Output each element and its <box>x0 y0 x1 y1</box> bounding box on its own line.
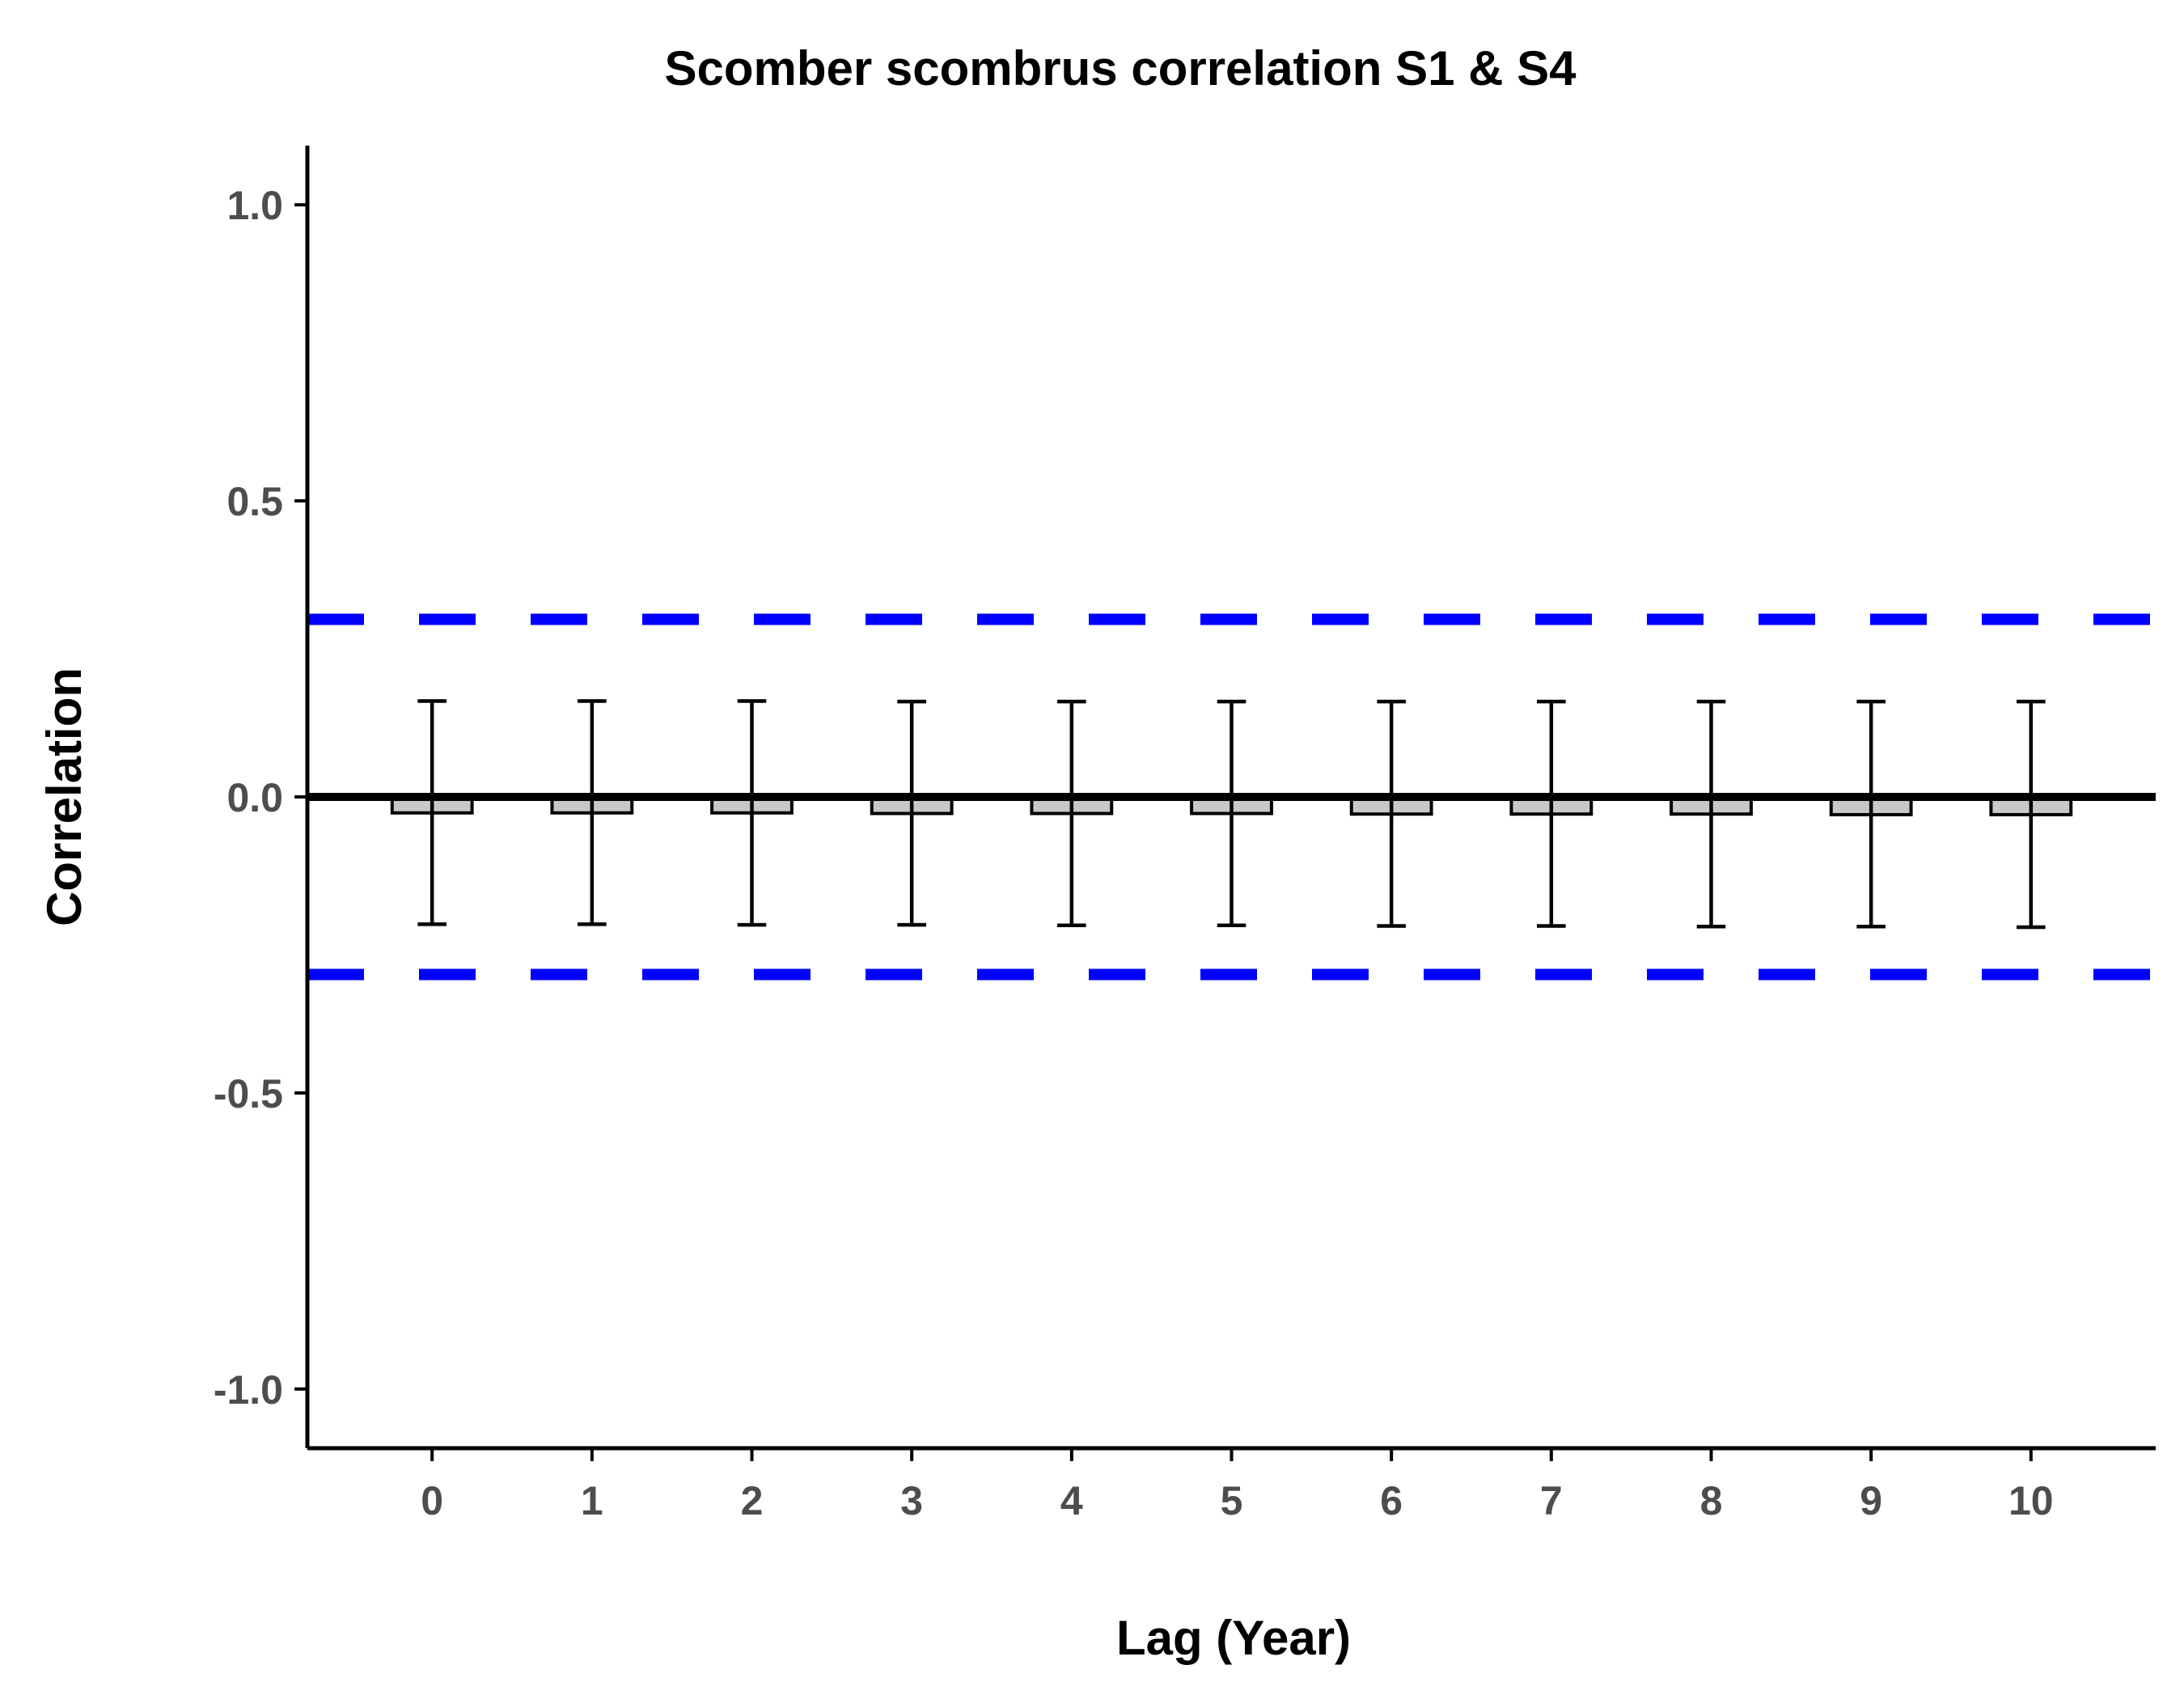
y-tick-label: 1.0 <box>226 183 283 228</box>
y-axis-label: Correlation <box>37 667 91 926</box>
x-tick-label: 0 <box>421 1478 443 1523</box>
x-tick-label: 6 <box>1380 1478 1403 1523</box>
x-tick-label: 5 <box>1221 1478 1243 1523</box>
y-tick-label: -1.0 <box>214 1367 283 1413</box>
x-tick-label: 1 <box>581 1478 603 1523</box>
x-tick-label: 7 <box>1540 1478 1563 1523</box>
x-tick-label: 8 <box>1700 1478 1723 1523</box>
chart-title: Scomber scombrus correlation S1 & S4 <box>664 41 1577 95</box>
x-axis-label: Lag (Year) <box>1116 1611 1351 1665</box>
x-tick-label: 2 <box>741 1478 764 1523</box>
y-tick-label: -0.5 <box>214 1071 283 1116</box>
x-tick-label: 3 <box>900 1478 923 1523</box>
x-tick-label: 4 <box>1060 1478 1083 1523</box>
plot-area: -1.0 -0.5 0.0 0.5 1.0 0 1 2 3 4 5 6 7 8 9 10 <box>214 146 2156 1523</box>
x-tick-label: 10 <box>2008 1478 2054 1523</box>
x-tick-label: 9 <box>1860 1478 1882 1523</box>
y-tick-label: 0.5 <box>226 479 283 524</box>
y-tick-label: 0.0 <box>226 775 283 820</box>
